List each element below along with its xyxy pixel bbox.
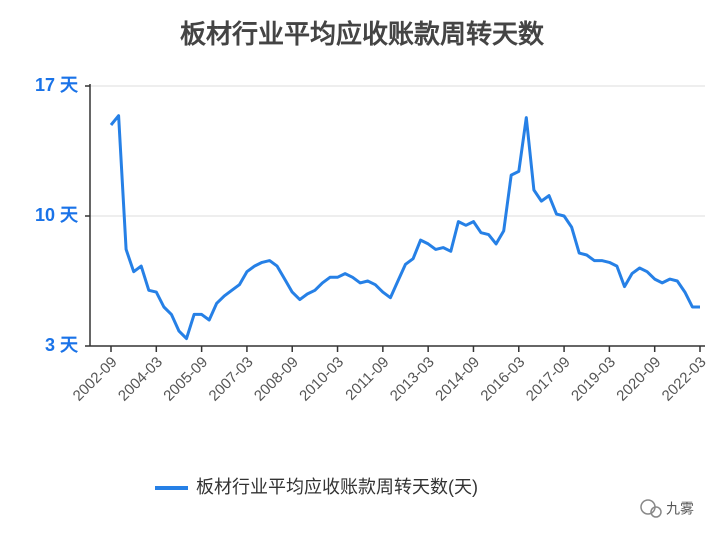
x-tick-label: 2016-03 xyxy=(477,354,528,405)
x-tick-label: 2008-09 xyxy=(251,354,302,405)
watermark-icon xyxy=(640,499,656,515)
y-tick-label: 17 天 xyxy=(35,75,79,95)
x-tick-label: 2005-09 xyxy=(160,354,211,405)
x-tick-label: 2002-09 xyxy=(70,354,121,405)
x-tick-label: 2010-03 xyxy=(296,354,347,405)
x-tick-label: 2020-09 xyxy=(613,354,664,405)
y-tick-label: 3 天 xyxy=(45,335,79,355)
x-tick-label: 2007-03 xyxy=(206,354,257,405)
data-line xyxy=(109,114,700,341)
x-tick-label: 2017-09 xyxy=(523,354,574,405)
x-tick-label: 2004-03 xyxy=(115,354,166,405)
x-tick-label: 2014-09 xyxy=(432,354,483,405)
y-tick-label: 10 天 xyxy=(35,205,79,225)
legend-label: 板材行业平均应收账款周转天数(天) xyxy=(196,477,478,497)
watermark: 九雾 xyxy=(640,499,694,518)
x-tick-label: 2019-03 xyxy=(568,354,619,405)
watermark-text: 九雾 xyxy=(666,501,694,517)
x-tick-label: 2011-09 xyxy=(342,354,392,404)
watermark-icon xyxy=(650,506,662,518)
chart-title: 板材行业平均应收账款周转天数 xyxy=(180,19,545,49)
x-tick-label: 2013-03 xyxy=(387,354,438,405)
x-tick-label: 2022-03 xyxy=(659,354,710,405)
